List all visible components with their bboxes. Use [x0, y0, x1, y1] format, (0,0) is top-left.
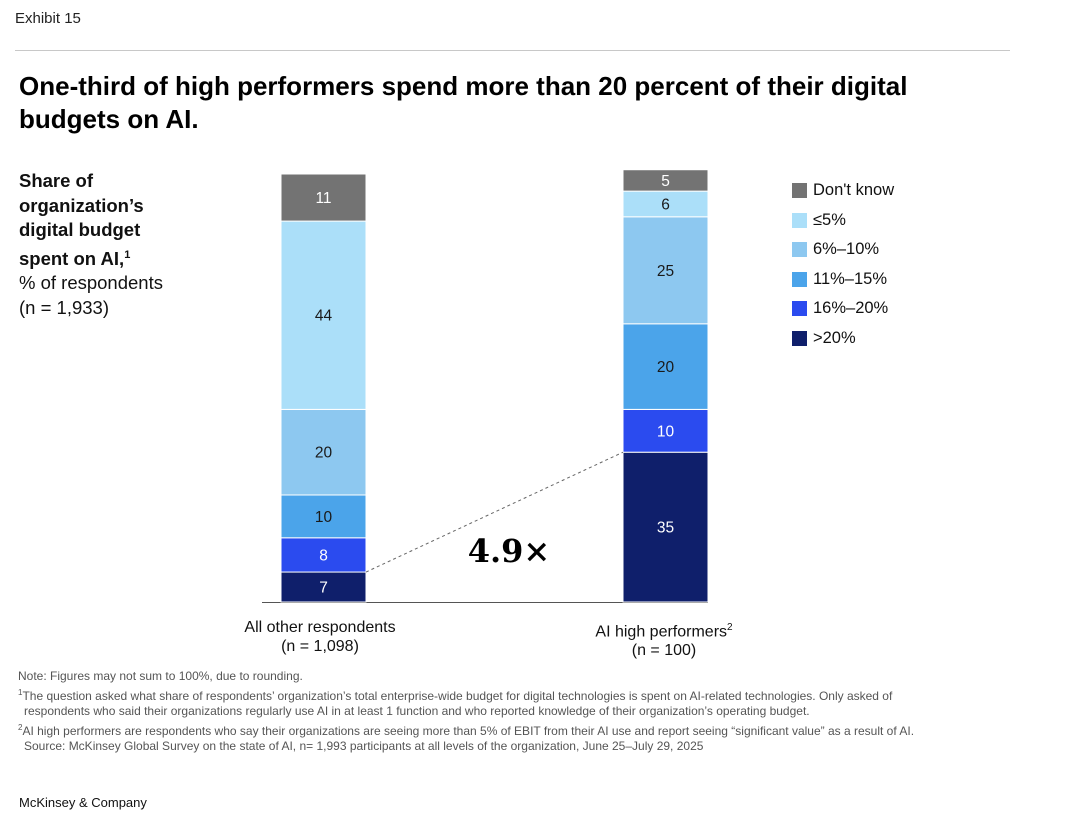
- bar-segment-1-5: [622, 169, 709, 192]
- legend-swatch-4: [792, 301, 807, 317]
- category-footnote-ref-1: 2: [727, 622, 733, 633]
- data-label-1-4: 6: [661, 196, 670, 213]
- side-bold-line-2: organization’s: [19, 194, 144, 216]
- category-name-1: AI high performers2: [544, 618, 784, 641]
- legend-swatch-1: [792, 212, 807, 228]
- data-label-1-1: 10: [657, 423, 675, 440]
- legend-swatch-0: [792, 183, 807, 199]
- legend-item-1: ≤5%: [792, 206, 894, 236]
- footnote-line-0: Note: Figures may not sum to 100%, due t…: [18, 669, 1018, 685]
- brand-footer: McKinsey & Company: [19, 795, 147, 810]
- side-unit-line: % of respondents: [19, 272, 163, 294]
- footnote-marker-3: 2: [18, 722, 23, 732]
- data-label-1-5: 5: [661, 173, 670, 190]
- bar-segment-1-4: [622, 190, 709, 218]
- footnote-line-2: respondents who said their organizations…: [18, 704, 1018, 720]
- bar-segment-0-3: [280, 408, 367, 496]
- legend-item-0: Don't know: [792, 176, 894, 206]
- top-divider: [15, 50, 1010, 51]
- chart-title: One-third of high performers spend more …: [19, 71, 908, 134]
- footnote-text-1: The question asked what share of respond…: [22, 688, 893, 703]
- legend-label-4: 16%–20%: [813, 299, 889, 318]
- footnote-marker-1: 1: [18, 687, 23, 697]
- bar-segment-0-0: [280, 571, 367, 603]
- side-bold-last: spent on AI,: [19, 247, 125, 269]
- data-label-1-3: 25: [657, 263, 674, 280]
- category-label-1: AI high performers2 (n = 100): [544, 618, 784, 660]
- chart-legend: Don't know ≤5% 6%–10% 11%–15% 16%–20% >20%: [792, 176, 894, 353]
- footnote-text-4: Source: McKinsey Global Survey on the st…: [24, 739, 704, 753]
- legend-swatch-2: [792, 242, 807, 258]
- footnote-line-1: 1The question asked what share of respon…: [18, 685, 1018, 705]
- legend-swatch-5: [792, 330, 807, 346]
- data-label-1-0: 35: [657, 520, 674, 537]
- y-axis-description: Share of organization’s digital budget s…: [19, 169, 219, 320]
- category-note-0: (n = 1,098): [281, 638, 359, 655]
- footnote-text-3: AI high performers are respondents who s…: [22, 723, 915, 738]
- legend-item-4: 16%–20%: [792, 294, 894, 324]
- bar-segment-1-1: [622, 408, 709, 453]
- side-bold-line-3: digital budget: [19, 219, 141, 240]
- bar-segment-0-2: [280, 494, 367, 539]
- legend-label-5: >20%: [813, 328, 856, 347]
- legend-swatch-3: [792, 271, 807, 287]
- multiplier-annotation: 4.9×: [468, 532, 550, 570]
- bar-segment-0-4: [280, 220, 367, 410]
- bar-segment-0-1: [280, 537, 367, 573]
- legend-label-3: 11%–15%: [813, 269, 888, 288]
- bar-segment-0-5: [280, 173, 367, 222]
- category-note-1: (n = 100): [631, 642, 697, 660]
- category-name-text-1: AI high performers: [595, 623, 728, 641]
- side-sample-line: (n = 1,933): [19, 296, 109, 318]
- legend-label-2: 6%–10%: [813, 240, 880, 259]
- category-name-0: All other respondents: [244, 619, 396, 636]
- category-label-0: All other respondents (n = 1,098): [200, 618, 440, 656]
- legend-label-0: Don't know: [813, 181, 895, 200]
- legend-item-3: 11%–15%: [792, 265, 894, 295]
- data-label-0-5: 11: [315, 190, 331, 207]
- bar-segment-1-0: [622, 451, 709, 603]
- bar-segment-1-2: [622, 323, 709, 410]
- legend-label-1: ≤5%: [813, 210, 846, 229]
- footnote-text-2: respondents who said their organizations…: [24, 704, 810, 718]
- data-label-0-1: 8: [319, 547, 328, 564]
- data-label-0-0: 7: [319, 580, 328, 597]
- footnote-text-0: Note: Figures may not sum to 100%, due t…: [18, 669, 303, 683]
- exhibit-label: Exhibit 15: [15, 10, 81, 27]
- footnote-line-3: 2AI high performers are respondents who …: [18, 720, 1018, 740]
- data-label-1-2: 20: [657, 359, 675, 376]
- data-label-0-2: 10: [315, 509, 333, 526]
- data-label-0-4: 44: [315, 308, 333, 325]
- side-bold-line-4: spent on AI,1: [19, 243, 219, 272]
- footnote-line-4: Source: McKinsey Global Survey on the st…: [18, 739, 1018, 755]
- comparison-connector: [365, 451, 624, 573]
- side-bold-line-1: Share of: [19, 170, 94, 191]
- legend-item-2: 6%–10%: [792, 235, 894, 265]
- side-footnote-ref: 1: [124, 248, 131, 261]
- footnotes: Note: Figures may not sum to 100%, due t…: [18, 669, 1018, 755]
- data-label-0-3: 20: [315, 445, 333, 462]
- legend-item-5: >20%: [792, 324, 894, 354]
